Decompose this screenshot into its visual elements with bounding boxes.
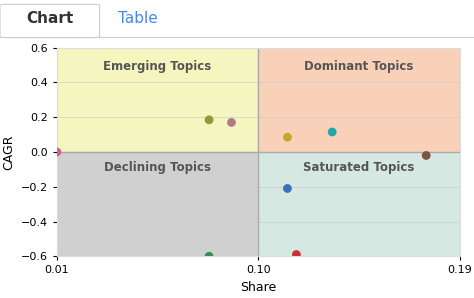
Text: Saturated Topics: Saturated Topics [303,161,415,174]
Point [205,117,213,122]
Text: Dominant Topics: Dominant Topics [304,60,414,73]
Point [328,130,336,134]
Point [422,153,430,158]
Text: Emerging Topics: Emerging Topics [103,60,212,73]
Text: Chart: Chart [26,11,73,26]
Point [283,135,291,139]
Y-axis label: CAGR: CAGR [2,134,15,170]
Text: Declining Topics: Declining Topics [104,161,211,174]
Point [283,186,291,191]
Point [205,254,213,259]
Point [228,120,235,125]
FancyBboxPatch shape [0,4,100,38]
X-axis label: Share: Share [240,281,276,294]
Text: Table: Table [118,11,157,26]
Point [292,252,300,257]
Point [53,150,61,154]
